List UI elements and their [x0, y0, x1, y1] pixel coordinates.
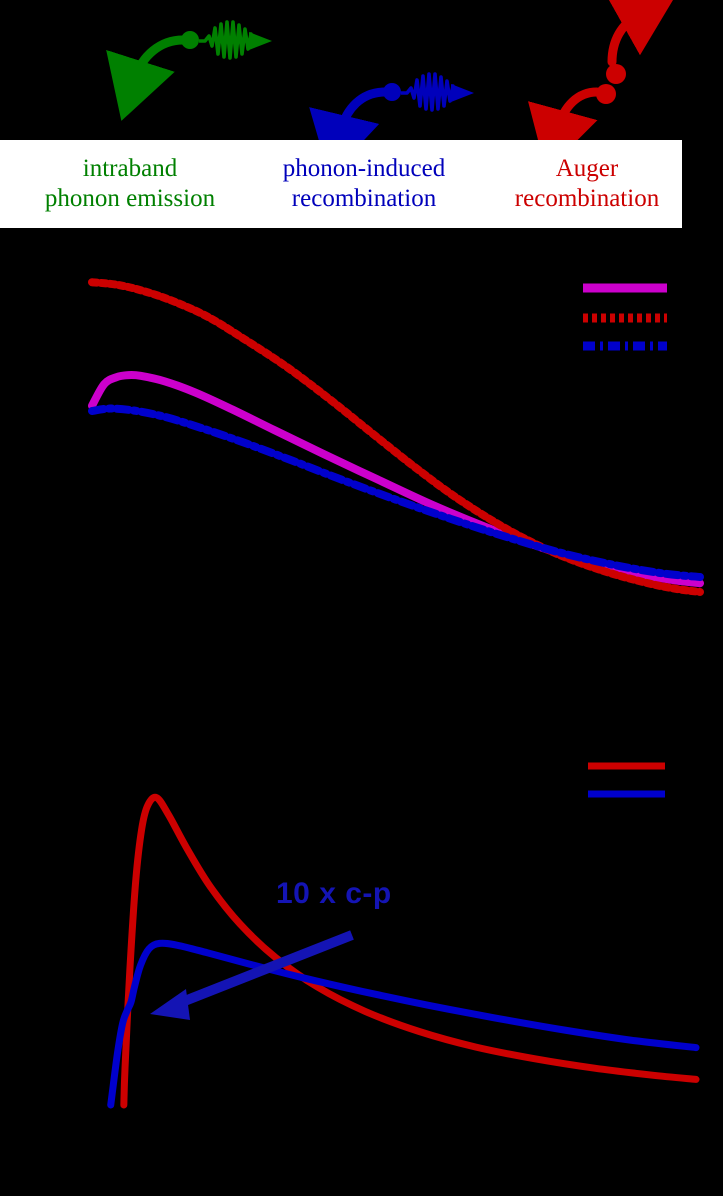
cp-annotation-label: 10 x c-p [276, 877, 392, 910]
caption-line-1: intraband [82, 154, 178, 182]
curved-arrow-down-left-icon [106, 35, 188, 121]
upper-panel-chart [88, 278, 704, 596]
particle-dot-icon [383, 83, 401, 101]
lower-panel-legend [588, 762, 665, 798]
curved-arrow-down-left-icon [309, 87, 390, 177]
photon-arrowhead-icon [451, 84, 474, 102]
caption-line-2: phonon emission [44, 185, 216, 212]
particle-dot-lower-icon [596, 84, 616, 104]
process-caption-band: intraband phonon emission phonon-induced… [0, 140, 682, 228]
lower-panel-chart [107, 793, 700, 1109]
upper-panel-legend [583, 283, 667, 351]
process-icon-phonon-induced [309, 72, 474, 177]
cp-annotation-arrow [150, 930, 354, 1020]
particle-dot-upper-icon [606, 64, 626, 84]
photon-arrowhead-icon [249, 32, 272, 50]
process-caption-phonon-induced: phonon-induced recombination [258, 140, 470, 228]
process-icon-auger [528, 0, 678, 172]
particle-dot-icon [181, 31, 199, 49]
caption-line-1: Auger [555, 154, 619, 182]
series-blue-dashdot [88, 404, 704, 581]
curved-arrow-down-left-icon [528, 87, 602, 172]
series-red-solid [120, 793, 700, 1109]
process-caption-auger: Auger recombination [478, 140, 696, 228]
caption-line-1: phonon-induced [282, 154, 446, 182]
process-caption-intraband: intraband phonon emission [6, 140, 254, 228]
series-red-dotted [88, 278, 704, 596]
series-magenta-solid [88, 370, 704, 588]
process-icon-intraband [106, 20, 272, 121]
caption-line-2: recombination [291, 185, 437, 212]
curved-arrow-up-right-icon [604, 0, 678, 67]
series-blue-solid [107, 939, 700, 1109]
caption-line-2: recombination [514, 185, 660, 212]
